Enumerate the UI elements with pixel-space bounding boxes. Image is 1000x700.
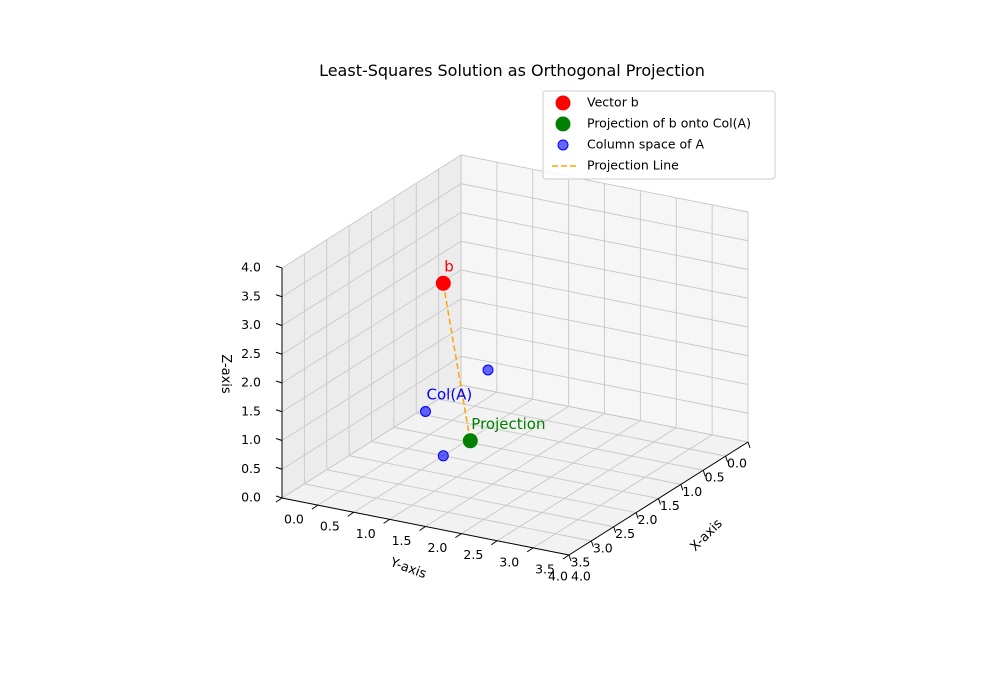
x-tick-label: 4.0 bbox=[571, 569, 591, 584]
grid-line bbox=[281, 240, 462, 355]
grid-line bbox=[281, 154, 462, 269]
grid-line bbox=[497, 427, 677, 542]
axis-panes bbox=[282, 155, 748, 555]
point-annotation: b bbox=[444, 257, 454, 275]
grid-line bbox=[349, 455, 637, 514]
data-point bbox=[462, 433, 478, 449]
z-tick-mark bbox=[275, 265, 283, 269]
y-tick-mark bbox=[702, 470, 706, 477]
y-tick-label: 2.0 bbox=[638, 512, 658, 527]
x-tick-label: 1.5 bbox=[392, 533, 412, 548]
z-tick-label: 2.5 bbox=[241, 346, 261, 361]
data-point bbox=[420, 406, 431, 417]
grid-line bbox=[461, 420, 641, 535]
x-tick-mark bbox=[419, 526, 426, 531]
z-tick-mark bbox=[275, 495, 283, 499]
grid-line bbox=[281, 269, 462, 384]
chart-title: Least-Squares Solution as Orthogonal Pro… bbox=[319, 61, 705, 80]
x-tick-mark bbox=[562, 554, 570, 560]
z-tick-label: 3.0 bbox=[241, 317, 261, 332]
x-tick-label: 2.5 bbox=[463, 547, 483, 562]
z-tick-label: 0.0 bbox=[241, 490, 261, 505]
grid-line bbox=[460, 240, 749, 299]
x-tick-label: 2.0 bbox=[428, 540, 448, 555]
z-tick-label: 0.5 bbox=[241, 461, 261, 476]
z-tick-mark bbox=[275, 323, 283, 326]
data-point bbox=[435, 275, 451, 291]
y-tick-mark bbox=[747, 441, 751, 449]
grid-lines bbox=[281, 154, 749, 556]
axis-lines bbox=[275, 265, 751, 562]
y-tick-label: 3.0 bbox=[593, 540, 613, 555]
grid-line bbox=[532, 434, 713, 549]
y-tick-label: 3.5 bbox=[570, 554, 590, 569]
x-tick-mark bbox=[526, 547, 534, 553]
y-tick-mark bbox=[568, 554, 572, 562]
z-tick-label: 2.0 bbox=[241, 375, 261, 390]
grid-line bbox=[460, 154, 749, 213]
legend-entry-label: Vector b bbox=[587, 95, 639, 110]
z-tick-mark bbox=[275, 466, 283, 470]
x-axis-label: X-axis bbox=[687, 516, 725, 554]
x-tick-mark bbox=[490, 540, 498, 546]
legend-marker bbox=[555, 116, 571, 132]
y-tick-mark bbox=[680, 484, 684, 491]
z-tick-label: 3.5 bbox=[241, 288, 261, 303]
z-tick-mark bbox=[275, 351, 283, 355]
y-tick-label: 1.0 bbox=[682, 484, 702, 499]
y-tick-label: 1.5 bbox=[660, 498, 680, 513]
grid-line bbox=[460, 269, 749, 328]
x-tick-label: 3.5 bbox=[535, 561, 555, 576]
y-axis-label: Y-axis bbox=[387, 555, 428, 582]
z-tick-label: 4.0 bbox=[241, 260, 261, 275]
z-tick-label: 1.5 bbox=[241, 403, 261, 418]
x-tick-mark bbox=[311, 504, 319, 510]
x-tick-mark bbox=[383, 518, 390, 524]
x-tick-label: 1.0 bbox=[356, 526, 376, 541]
grid-line bbox=[326, 469, 614, 528]
legend: Vector b Projection of b onto Col(A) Colum… bbox=[542, 90, 776, 180]
x-tick-label: 3.0 bbox=[499, 554, 519, 569]
z-tick-mark bbox=[275, 380, 283, 384]
data-marks: b Projection Col(A) bbox=[420, 257, 545, 462]
z-tick-mark bbox=[275, 409, 283, 413]
point-annotation: Col(A) bbox=[427, 386, 473, 404]
x-tick-mark bbox=[455, 533, 462, 539]
z-tick-label: 1.0 bbox=[241, 432, 261, 447]
z-tick-mark bbox=[275, 438, 283, 441]
legend-box bbox=[542, 90, 776, 180]
grid-line bbox=[304, 483, 592, 542]
y-tick-label: 0.0 bbox=[727, 456, 747, 471]
x-tick-label: 0.0 bbox=[284, 512, 304, 527]
point-annotation: Projection bbox=[471, 415, 545, 433]
y-tick-mark bbox=[613, 526, 617, 533]
x-tick-mark bbox=[347, 511, 355, 517]
grid-line bbox=[460, 183, 749, 242]
x-tick-label: 0.5 bbox=[320, 519, 340, 534]
tick-labels: 0.00.00.00.50.50.51.01.01.01.51.51.52.02… bbox=[241, 260, 747, 584]
y-tick-mark bbox=[658, 498, 661, 505]
legend-marker bbox=[555, 95, 571, 111]
legend-entry-label: Column space of A bbox=[587, 137, 705, 152]
y-tick-label: 0.5 bbox=[705, 470, 725, 485]
grid-line bbox=[281, 183, 462, 298]
z-axis-label: Z-axis bbox=[218, 354, 233, 394]
y-tick-mark bbox=[590, 540, 594, 548]
y-tick-label: 4.0 bbox=[548, 569, 568, 584]
data-point bbox=[482, 364, 494, 376]
z-tick-mark bbox=[275, 294, 283, 298]
grid-line bbox=[281, 212, 462, 326]
y-tick-label: 2.5 bbox=[615, 526, 635, 541]
legend-entry-label: Projection of b onto Col(A) bbox=[587, 116, 751, 131]
y-tick-mark bbox=[725, 455, 729, 463]
legend-entry-label: Projection Line bbox=[587, 158, 679, 173]
legend-marker bbox=[557, 139, 569, 151]
grid-line bbox=[460, 212, 749, 270]
y-tick-mark bbox=[635, 512, 639, 519]
x-tick-mark bbox=[275, 497, 283, 503]
data-point bbox=[437, 450, 449, 462]
grid-line bbox=[371, 441, 659, 499]
